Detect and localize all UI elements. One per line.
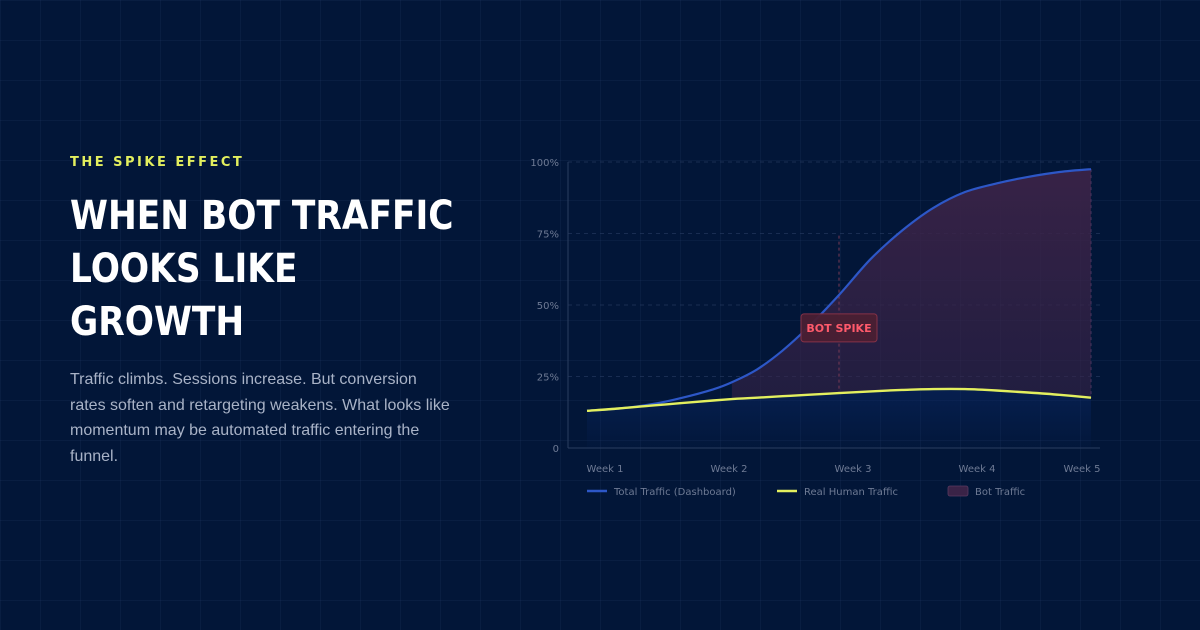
legend-label-0: Total Traffic (Dashboard) bbox=[613, 487, 736, 498]
human-traffic-line bbox=[586, 387, 1092, 412]
y-tick-label-0: 0 bbox=[553, 444, 559, 455]
headline-line-2: LOOKS LIKE bbox=[70, 246, 298, 292]
eyebrow-label: THE SPIKE EFFECT bbox=[70, 155, 245, 170]
y-tick-label-4: 100% bbox=[530, 158, 559, 169]
legend-label-1: Real Human Traffic bbox=[804, 487, 898, 498]
total-traffic-line bbox=[586, 168, 1092, 412]
headline-line-1: WHEN BOT TRAFFIC bbox=[70, 193, 454, 239]
bot-spike-badge bbox=[800, 313, 878, 343]
body-text: Traffic climbs. Sessions increase. But c… bbox=[70, 371, 450, 465]
x-tick-label-3: Week 4 bbox=[959, 464, 996, 475]
y-tick-label-3: 75% bbox=[537, 230, 559, 241]
text-panel: THE SPIKE EFFECT WHEN BOT TRAFFIC LOOKS … bbox=[70, 155, 470, 469]
x-tick-label-4: Week 5 bbox=[1064, 464, 1101, 475]
headline-line-3: GROWTH bbox=[70, 299, 245, 345]
x-tick-label-1: Week 2 bbox=[711, 464, 748, 475]
human-traffic-area bbox=[587, 388, 1091, 448]
legend-swatch-2 bbox=[947, 485, 969, 497]
bot-traffic-area bbox=[731, 169, 1091, 400]
y-tick-label-2: 50% bbox=[537, 301, 559, 312]
headline: WHEN BOT TRAFFIC LOOKS LIKE GROWTH bbox=[70, 190, 474, 349]
x-tick-label-0: Week 1 bbox=[587, 464, 624, 475]
y-tick-label-1: 25% bbox=[537, 373, 559, 384]
x-tick-label-2: Week 3 bbox=[835, 464, 872, 475]
legend-label-2: Bot Traffic bbox=[975, 487, 1025, 498]
bot-spike-label: BOT SPIKE bbox=[806, 322, 871, 335]
